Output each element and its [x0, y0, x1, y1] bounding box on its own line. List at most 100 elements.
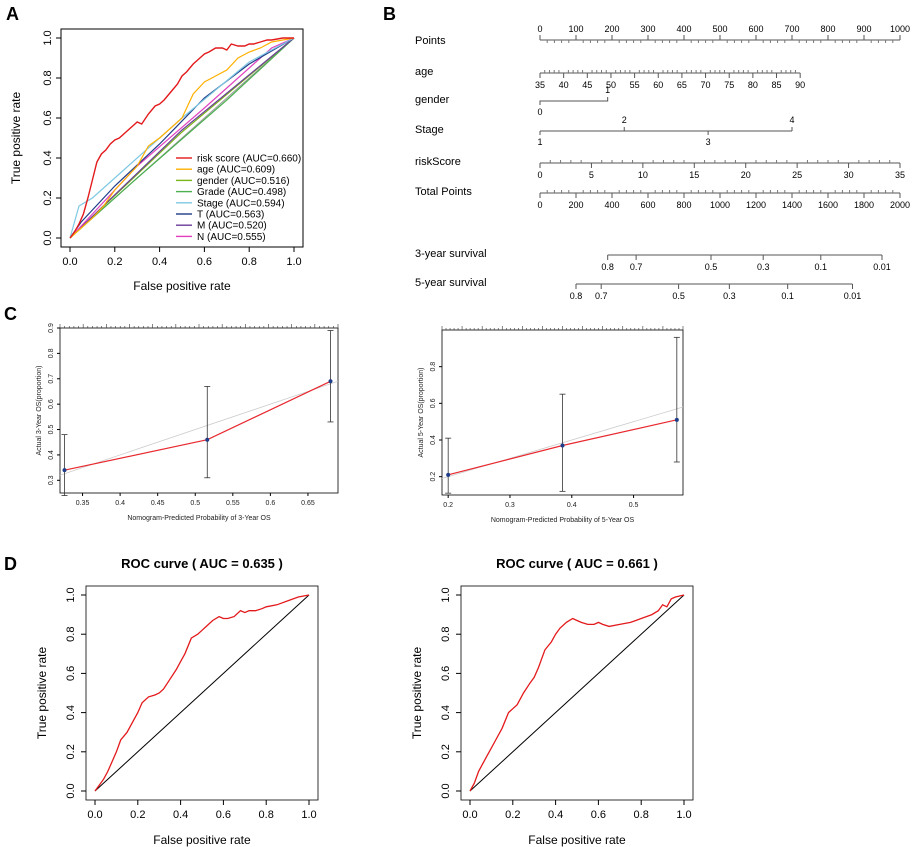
calibration-ytick-5yr: 0.4 [430, 435, 437, 445]
roc-ytick-3yr: 0.0 [65, 783, 77, 798]
nomogram-tick-label: 700 [784, 24, 799, 34]
roc-ytick-5yr: 0.6 [440, 666, 452, 681]
panel-c-calibration-5yr: 0.2 0.3 0.4 0.5 0.2 0.4 0.6 0.8 Nomogram-Predict… [418, 326, 684, 524]
nomogram-tick-label: 0.5 [672, 291, 685, 301]
nomogram-tick-label: 35 [895, 170, 905, 180]
nomogram-stage-tick: 2 [622, 115, 627, 125]
roc-ylabel-5yr: True positive rate [410, 647, 424, 740]
panel-a-series-risk [69, 37, 294, 239]
nomogram-tick-label: 0.7 [630, 262, 643, 272]
calibration-ytick-5yr: 0.6 [430, 398, 437, 408]
nomogram-tick-label: 0 [537, 170, 542, 180]
roc-curve-5yr [469, 594, 685, 792]
nomogram-tick-label: 20 [741, 170, 751, 180]
calibration-xtick-3yr: 0.65 [301, 500, 315, 507]
panel-label-a: A [6, 4, 19, 24]
calibration-xtick-3yr: 0.45 [151, 500, 165, 507]
nomogram-tick-label: 55 [630, 80, 640, 90]
nomogram-tick-label: 0.1 [781, 291, 794, 301]
nomogram-tick-label: 1000 [890, 24, 910, 34]
nomogram-tick-label: 25 [792, 170, 802, 180]
roc-xtick-3yr: 0.2 [130, 809, 145, 821]
roc-xtick-3yr: 0.4 [173, 809, 188, 821]
roc-xtick-5yr: 0.2 [505, 809, 520, 821]
panel-label-b: B [383, 4, 396, 24]
calibration-point-5yr [560, 443, 565, 448]
nomogram-tick-label: 100 [568, 24, 583, 34]
nomogram-tick-label: 0.8 [601, 262, 614, 272]
panel-a-ylabel: True positive rate [9, 92, 23, 185]
nomogram-gender-tick: 1 [605, 85, 610, 95]
roc-xtick-3yr: 0.0 [87, 809, 102, 821]
nomogram-tick-label: 0 [537, 200, 542, 210]
nomogram-tick-label: 1000 [710, 200, 730, 210]
nomogram-row-label: riskScore [415, 156, 461, 168]
roc-xtick-5yr: 1.0 [676, 809, 691, 821]
roc-ytick-3yr: 0.8 [65, 627, 77, 642]
nomogram-tick-label: 30 [844, 170, 854, 180]
calibration-frame-3yr [59, 327, 339, 494]
nomogram-tick-label: 600 [640, 200, 655, 210]
nomogram-tick-label: 65 [677, 80, 687, 90]
nomogram-tick-label: 60 [653, 80, 663, 90]
roc-title-5yr: ROC curve ( AUC = 0.661 ) [496, 556, 658, 571]
nomogram-tick-label: 200 [568, 200, 583, 210]
roc-xlabel-3yr: False positive rate [153, 833, 251, 847]
roc-title-3yr: ROC curve ( AUC = 0.635 ) [121, 556, 283, 571]
roc-ytick-3yr: 0.4 [65, 705, 77, 720]
nomogram-tick-label: 800 [676, 200, 691, 210]
panel-a-series-M [69, 37, 295, 239]
nomogram-tick-label: 5 [589, 170, 594, 180]
calibration-xtick-5yr: 0.5 [629, 502, 639, 509]
panel-a-ytick-label: 0.8 [42, 70, 54, 85]
nomogram-tick-label: 0.7 [595, 291, 608, 301]
roc-xlabel-5yr: False positive rate [528, 833, 626, 847]
nomogram-tick-label: 0.3 [757, 262, 770, 272]
calibration-xtick-3yr: 0.5 [190, 500, 200, 507]
calibration-point-5yr [674, 417, 679, 422]
calibration-point-3yr [328, 379, 333, 384]
panel-a-ytick-label: 0.6 [42, 110, 54, 125]
calibration-xtick-3yr: 0.4 [115, 500, 125, 507]
nomogram-tick-label: 80 [748, 80, 758, 90]
nomogram-tick-label: 70 [701, 80, 711, 90]
calibration-xtick-5yr: 0.3 [505, 502, 515, 509]
panel-a-ytick-label: 0.0 [42, 230, 54, 245]
panel-d-roc-3yr: 0.0 0.0 0.2 0.2 0.4 0.4 0.6 0.6 0.8 0.8 1.0 1.0 ROC … [35, 556, 319, 847]
calibration-ylabel-5yr: Actual 5-Year OS(proportion) [418, 367, 425, 457]
nomogram-row-label: 3-year survival [415, 248, 487, 260]
calibration-xlabel-5yr: Nomogram-Predicted Probability of 5-Year… [491, 517, 635, 524]
nomogram-tick-label: 900 [856, 24, 871, 34]
roc-xtick-5yr: 0.0 [462, 809, 477, 821]
nomogram-tick-label: 45 [582, 80, 592, 90]
nomogram-row-label: 5-year survival [415, 277, 487, 289]
calibration-ytick-5yr: 0.8 [430, 362, 437, 372]
nomogram-tick-label: 0.01 [873, 262, 891, 272]
panel-a-roc-comparison: False positive rate True positive rate 0… [9, 28, 304, 293]
nomogram-tick-label: 85 [772, 80, 782, 90]
legend-label-risk: risk score (AUC=0.660) [197, 154, 301, 165]
panel-a-series-T [69, 37, 295, 239]
nomogram-row-label: Total Points [415, 186, 472, 198]
panel-a-legend: risk score (AUC=0.660)age (AUC=0.609)gen… [176, 154, 301, 243]
nomogram-tick-label: 1400 [782, 200, 802, 210]
nomogram-tick-label: 500 [712, 24, 727, 34]
panel-a-series-age [69, 37, 295, 239]
panel-a-series-grade [69, 37, 295, 239]
panel-a-ytick-label: 0.4 [42, 150, 54, 165]
roc-ytick-5yr: 0.0 [440, 783, 452, 798]
panel-d-roc-5yr: 0.0 0.0 0.2 0.2 0.4 0.4 0.6 0.6 0.8 0.8 1.0 1.0 ROC … [410, 556, 694, 847]
nomogram-stage-tick: 3 [706, 137, 711, 147]
roc-xtick-3yr: 0.8 [259, 809, 274, 821]
nomogram-tick-label: 40 [559, 80, 569, 90]
roc-xtick-5yr: 0.4 [548, 809, 563, 821]
panel-a-xtick-label: 0.6 [197, 256, 212, 268]
legend-label-T: T (AUC=0.563) [197, 210, 264, 221]
panel-a-xtick-label: 0.0 [62, 256, 77, 268]
roc-diagonal-3yr [94, 594, 310, 792]
nomogram-tick-label: 0.01 [844, 291, 862, 301]
calibration-ytick-5yr: 0.2 [430, 472, 437, 482]
panel-a-ytick-label: 0.2 [42, 190, 54, 205]
nomogram-tick-label: 0 [537, 24, 542, 34]
panel-a-frame [60, 28, 304, 248]
